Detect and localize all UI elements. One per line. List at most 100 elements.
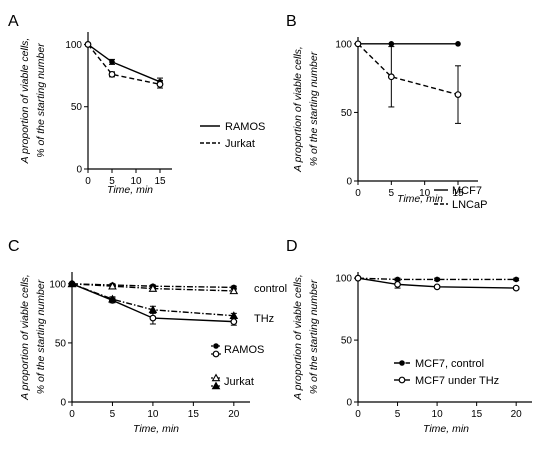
x-tick-label: 15 — [471, 409, 483, 420]
x-axis-title: Time, min — [397, 193, 443, 205]
y-axis-title-line: % of the starting number — [308, 279, 320, 394]
y-tick-label: 50 — [55, 338, 67, 349]
x-tick-label: 15 — [154, 176, 166, 187]
data-point — [149, 314, 157, 322]
x-tick-label: 5 — [109, 176, 115, 187]
y-axis-title-line: % of the starting number — [35, 43, 47, 158]
x-tick-label: 20 — [511, 409, 523, 420]
y-axis-title-line: % of the starting number — [35, 279, 47, 394]
legend-marker — [211, 373, 221, 382]
series — [84, 41, 164, 89]
x-tick-label: 20 — [228, 409, 240, 420]
legend-label: MCF7 — [452, 185, 482, 197]
legend-marker — [211, 381, 221, 390]
x-tick-label: 15 — [452, 188, 464, 199]
y-tick-label: 50 — [341, 108, 353, 119]
panel-letter: A — [8, 13, 19, 30]
data-point — [454, 91, 462, 98]
data-point — [513, 276, 519, 283]
y-tick-label: 50 — [341, 336, 353, 347]
legend: MCF7, control MCF7 under THz — [394, 358, 499, 387]
series-line — [357, 277, 517, 289]
panel-letter: B — [286, 13, 297, 30]
series — [354, 40, 462, 124]
x-axis-title: Time, min — [107, 184, 153, 196]
panel-B: B 0 5 10 15 0 50 100 Time, min A proportion of vi… — [286, 13, 487, 211]
data-point — [84, 41, 92, 48]
data-point — [230, 318, 238, 326]
x-tick-label: 5 — [395, 409, 401, 420]
data-point — [388, 41, 395, 47]
y-tick-label: 100 — [335, 39, 352, 50]
data-point — [108, 281, 117, 290]
y-tick-label: 100 — [65, 40, 82, 51]
series — [354, 274, 520, 292]
series — [67, 279, 239, 319]
data-point — [455, 41, 461, 47]
panel-letter: D — [286, 238, 298, 255]
legend-label: RAMOS — [224, 344, 264, 356]
x-tick-label: 10 — [130, 176, 142, 187]
data-point — [148, 305, 158, 314]
data-point — [108, 294, 117, 303]
series-line — [87, 44, 161, 85]
data-point — [109, 59, 115, 65]
data-point — [229, 286, 239, 295]
legend: RAMOS Jurkat — [200, 121, 265, 150]
y-tick-label: 100 — [335, 274, 352, 285]
data-point — [229, 311, 239, 319]
series-line — [357, 277, 517, 281]
legend-marker — [212, 350, 220, 358]
data-point — [354, 40, 362, 48]
series — [355, 41, 461, 47]
y-tick-label: 50 — [71, 102, 83, 113]
x-tick-label: 0 — [355, 409, 361, 420]
legend: RAMOS Jurkat — [211, 343, 264, 390]
data-point — [433, 283, 441, 291]
series-line — [357, 43, 459, 96]
x-tick-label: 5 — [389, 188, 395, 199]
data-point — [156, 80, 164, 88]
y-tick-label: 0 — [346, 177, 352, 188]
x-tick-label: 0 — [85, 176, 91, 187]
panel-C: C 0 5 10 15 20 0 50 100 Time, min A proportion of … — [8, 238, 287, 435]
x-tick-label: 10 — [419, 188, 431, 199]
x-tick-label: 5 — [110, 409, 116, 420]
legend-marker — [398, 376, 406, 384]
y-tick-label: 0 — [60, 398, 66, 409]
data-point — [108, 70, 116, 78]
y-tick-label: 0 — [76, 165, 82, 176]
series-line — [71, 283, 234, 292]
legend-label: Jurkat — [224, 376, 254, 388]
x-axis-title: Time, min — [423, 423, 469, 435]
annotation-label: control — [254, 283, 287, 295]
x-tick-label: 0 — [355, 188, 361, 199]
data-point — [512, 284, 520, 292]
legend-label: MCF7, control — [415, 358, 484, 370]
legend-label: Jurkat — [225, 138, 255, 150]
y-axis-title-line: A proportion of viable cells, — [19, 38, 31, 165]
y-tick-label: 100 — [49, 279, 66, 290]
x-tick-label: 0 — [69, 409, 75, 420]
series — [85, 41, 163, 87]
legend-label: RAMOS — [225, 121, 265, 133]
y-tick-label: 0 — [346, 398, 352, 409]
data-point — [354, 274, 362, 282]
y-axis-title-line: A proportion of viable cells, — [19, 274, 31, 401]
y-axis-title-line: A proportion of viable cells, — [292, 274, 304, 401]
series-line — [71, 283, 234, 323]
data-point — [148, 284, 158, 292]
annotation-label: THz — [254, 313, 274, 325]
x-tick-label: 15 — [188, 409, 200, 420]
data-point — [67, 279, 77, 288]
legend-label: LNCaP — [452, 199, 487, 211]
x-axis-title: Time, min — [133, 423, 179, 435]
data-point — [394, 280, 401, 288]
legend-marker — [213, 343, 219, 349]
panel-D: D 0 5 10 15 20 0 50 100 Time, min A proportion of … — [286, 238, 532, 435]
legend: MCF7 LNCaP — [434, 185, 487, 211]
legend-marker — [399, 360, 405, 366]
data-point — [387, 73, 395, 81]
data-point — [434, 276, 440, 283]
